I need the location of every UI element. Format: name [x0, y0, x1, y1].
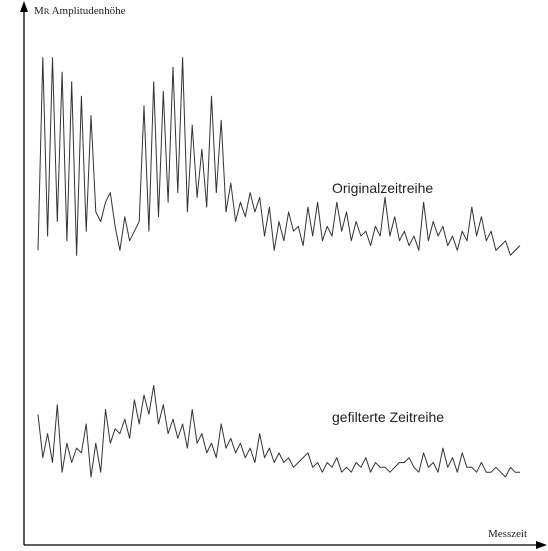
x-axis-title: Messzeit [488, 528, 528, 540]
series-line-1 [37, 384, 520, 478]
y-axis-title-text: Amplitudenhöhe [49, 5, 126, 17]
series-layer [37, 57, 521, 478]
x-axis-arrow [536, 541, 547, 549]
y-axis-title-prefix: M [34, 5, 44, 17]
series-label-filtered: gefilterte Zeitreihe [332, 409, 445, 425]
y-axis-title-subscript: R [43, 6, 50, 16]
series-line-0 [37, 57, 521, 256]
series-label-original: Originalzeitreihe [332, 180, 434, 196]
y-axis-arrow [20, 1, 28, 12]
y-axis-title: MR Amplitudenhöhe [34, 5, 126, 17]
